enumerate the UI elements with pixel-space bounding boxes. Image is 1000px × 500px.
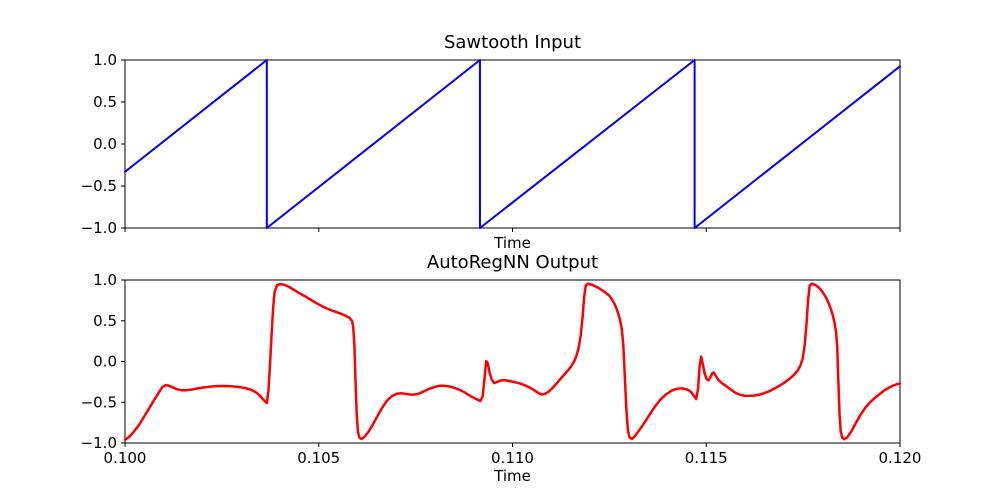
- x-tick-label: 0.120: [879, 449, 922, 467]
- x-tick-label: 0.115: [685, 449, 728, 467]
- y-tick-label: 1.0: [93, 51, 117, 69]
- x-tick-label: 0.105: [297, 449, 340, 467]
- y-tick-label: −1.0: [81, 434, 117, 452]
- x-tick-label: 0.110: [491, 449, 534, 467]
- y-tick-label: 0.5: [93, 312, 117, 330]
- plot1-axes: 1.0 0.5 0.0 −0.5 −1.0: [81, 51, 901, 237]
- y-tick-label: 0.0: [93, 353, 117, 371]
- sawtooth-input-line: [124, 59, 901, 229]
- plot1-title: Sawtooth Input: [443, 32, 582, 53]
- y-tick-label: 0.5: [93, 93, 117, 111]
- plot2-title: AutoRegNN Output: [426, 252, 599, 273]
- y-tick-label: 1.0: [93, 271, 117, 289]
- autoregnn-output-line: [123, 282, 902, 441]
- plot2-xlabel: Time: [494, 467, 531, 485]
- y-tick-label: −0.5: [81, 177, 117, 195]
- x-tick-label: 0.100: [104, 449, 147, 467]
- axes-spine: [124, 279, 901, 444]
- y-tick-label: −1.0: [81, 219, 117, 237]
- y-tick-label: −0.5: [81, 393, 117, 411]
- plot1-xlabel: Time: [494, 234, 531, 252]
- y-tick-label: 0.0: [93, 135, 117, 153]
- plot2-axes: 0.100 0.105 0.110 0.115 0.120 1.0 0.5 0.0 −0.5 −1…: [81, 271, 922, 467]
